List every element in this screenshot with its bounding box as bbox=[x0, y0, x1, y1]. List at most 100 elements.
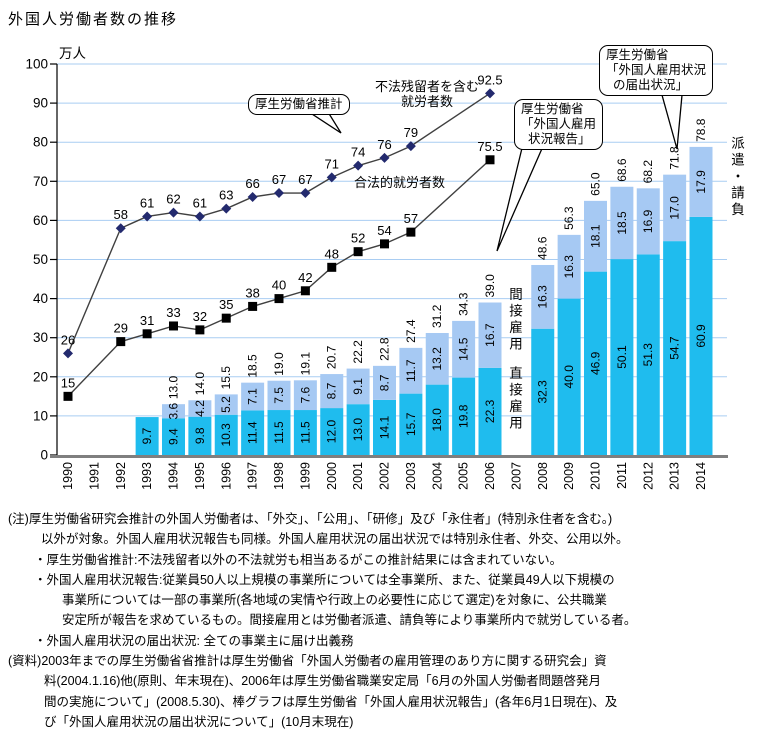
point-label: 67 bbox=[298, 172, 312, 187]
note-line: ・外国人雇用状況の届出状況: 全ての事業主に届け出義務 bbox=[34, 633, 354, 648]
page-title: 外国人労働者数の推移 bbox=[8, 11, 179, 28]
square-marker bbox=[300, 286, 310, 296]
diamond-marker bbox=[274, 188, 284, 199]
point-label: 42 bbox=[298, 270, 312, 285]
point-label: 79 bbox=[404, 125, 418, 140]
bar-total-label: 56.3 bbox=[562, 206, 576, 230]
x-axis-label: 1998 bbox=[272, 462, 286, 490]
bar-value-label: 51.3 bbox=[641, 343, 655, 367]
point-label: 15 bbox=[61, 375, 75, 390]
callout-tail-estimate bbox=[306, 111, 342, 134]
callout-tail-houkoku bbox=[496, 143, 545, 252]
label-direct-employment: 直接雇用 bbox=[507, 366, 522, 432]
diamond-marker bbox=[247, 191, 258, 202]
bar-segment-indirect bbox=[531, 264, 555, 329]
x-axis-label: 2008 bbox=[536, 462, 550, 490]
label-indirect-employment: 間接雇用 bbox=[507, 287, 522, 353]
bar-total-label: 14.0 bbox=[193, 372, 207, 396]
bar-segment-direct bbox=[162, 418, 185, 455]
line-diamond-series bbox=[67, 92, 491, 354]
y-axis-label: 100 bbox=[25, 57, 48, 72]
bar-segment-direct bbox=[584, 271, 607, 455]
bar-value-label: 32.3 bbox=[536, 380, 550, 404]
bar-segment-direct bbox=[425, 384, 449, 455]
note-line: (注)厚生労働省研究会推計の外国人労働者は、「外交」、「公用」、「研修」及び「永… bbox=[8, 512, 613, 526]
diamond-marker bbox=[115, 223, 126, 234]
bar-segment-indirect bbox=[478, 302, 502, 368]
point-label: 26 bbox=[61, 332, 75, 347]
y-axis-label: 50 bbox=[33, 252, 48, 267]
bar-total-label: 18.5 bbox=[246, 354, 260, 378]
point-label: 48 bbox=[325, 246, 339, 261]
bar-value-label: 18.5 bbox=[615, 211, 629, 235]
diamond-marker bbox=[379, 152, 390, 163]
bar-value-label: 13.2 bbox=[430, 347, 444, 371]
bar-value-label: 17.9 bbox=[694, 170, 708, 194]
bar-segment-direct bbox=[478, 367, 502, 455]
bar-value-label: 7.6 bbox=[298, 387, 312, 404]
point-label: 75.5 bbox=[477, 139, 502, 154]
bar-segment-indirect bbox=[214, 394, 238, 415]
bar-value-label: 3.6 bbox=[167, 403, 181, 420]
square-marker bbox=[116, 337, 126, 347]
x-axis-label: 1999 bbox=[298, 462, 312, 490]
y-axis-label: 70 bbox=[33, 174, 48, 189]
bar-value-label: 11.5 bbox=[298, 421, 312, 444]
note-line: ・外国人雇用状況報告:従業員50人以上規模の事業所については全事業所、また、従業… bbox=[34, 572, 615, 587]
bar-segment-indirect bbox=[663, 174, 687, 242]
bar-total-label: 22.8 bbox=[378, 337, 392, 361]
y-axis-label: 10 bbox=[33, 408, 48, 423]
bar-segment-indirect bbox=[399, 347, 423, 394]
x-axis-label: 1995 bbox=[193, 462, 207, 490]
x-axis-label: 1990 bbox=[61, 462, 75, 490]
bar-value-label: 15.7 bbox=[404, 412, 418, 436]
bar-value-label: 10.3 bbox=[219, 423, 233, 447]
note-line: 間の実施について」(2008.5.30)、棒グラフは厚生労働省「外国人雇用状況報… bbox=[44, 694, 618, 709]
bar-value-label: 14.1 bbox=[378, 415, 392, 439]
bar-segment-indirect bbox=[162, 404, 185, 419]
diamond-marker bbox=[405, 141, 416, 152]
bar-value-label: 18.0 bbox=[430, 408, 444, 432]
diamond-marker bbox=[485, 88, 495, 99]
bar-segment-indirect bbox=[689, 146, 713, 217]
x-axis-label: 2014 bbox=[694, 462, 708, 490]
bar-segment-direct bbox=[663, 241, 687, 455]
bar-segment-direct bbox=[610, 259, 634, 455]
bar-total-label: 71.8 bbox=[668, 146, 682, 170]
bar-segment-indirect bbox=[267, 380, 291, 411]
note-line: び「外国人雇用状況の届出状況について」(10月末現在) bbox=[44, 714, 354, 729]
x-axis-label: 2012 bbox=[641, 462, 655, 490]
bar-total-label: 15.5 bbox=[219, 366, 233, 390]
note-line: (資料)2003年までの厚生労働省省推計は厚生労働省「外国人労働者の雇用管理のあ… bbox=[8, 654, 607, 669]
bar-segment-indirect bbox=[636, 188, 660, 255]
y-axis-label: 40 bbox=[33, 291, 48, 306]
diamond-marker bbox=[142, 211, 153, 222]
square-marker bbox=[353, 247, 363, 257]
square-marker bbox=[142, 329, 152, 339]
x-axis-label: 2003 bbox=[404, 462, 418, 490]
bar-total-label: 20.7 bbox=[325, 345, 339, 369]
note-line: 安定所が報告を求めているもの。間接雇用とは労働者派遣、請負等により事業所内で就労… bbox=[62, 613, 637, 628]
point-label: 71 bbox=[325, 156, 339, 171]
bar-total-label: 13.0 bbox=[167, 375, 181, 399]
bar-segment-direct bbox=[188, 416, 212, 455]
point-label: 29 bbox=[114, 321, 128, 336]
bar-total-label: 68.2 bbox=[641, 160, 655, 184]
bar-value-label: 16.7 bbox=[483, 323, 497, 347]
point-label: 31 bbox=[140, 313, 154, 328]
x-axis-label: 2000 bbox=[325, 462, 339, 490]
point-label: 66 bbox=[245, 176, 259, 191]
y-axis-unit-label: 万人 bbox=[59, 46, 86, 61]
y-axis-label: 80 bbox=[33, 135, 48, 150]
bar-segment-indirect bbox=[610, 186, 634, 260]
bar-segment-indirect bbox=[188, 400, 212, 417]
x-axis-label: 2002 bbox=[378, 462, 392, 490]
bar-total-label: 27.4 bbox=[404, 319, 418, 343]
bar-value-label: 17.0 bbox=[668, 196, 682, 220]
note-line: 以外が対象。外国人雇用状況報告も同様。外国人雇用状況の届出状況では特別永住者、外… bbox=[41, 532, 629, 547]
bar-total-label: 31.2 bbox=[430, 304, 444, 328]
bar-segment-direct bbox=[531, 328, 555, 455]
x-axis-label: 2006 bbox=[483, 462, 497, 490]
point-label: 57 bbox=[404, 211, 418, 226]
